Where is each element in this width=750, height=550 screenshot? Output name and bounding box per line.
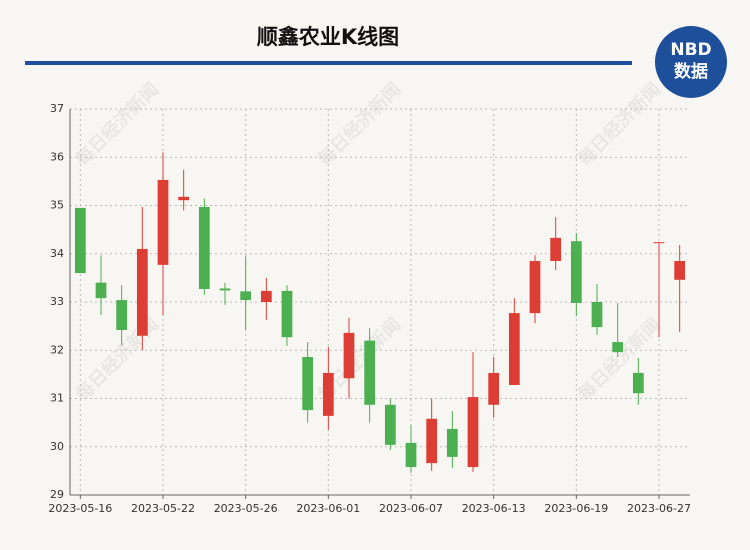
candle-body <box>178 196 190 201</box>
y-tick-label: 36 <box>50 150 64 163</box>
x-tick-label: 2023-05-22 <box>131 502 195 515</box>
candle-body <box>632 372 644 394</box>
logo-label: 数据 <box>674 61 708 82</box>
candle-body <box>384 404 396 445</box>
x-tick-label: 2023-06-27 <box>627 502 691 515</box>
y-tick-label: 33 <box>50 295 64 308</box>
candle-body <box>405 442 417 468</box>
candle-body <box>157 179 169 265</box>
y-tick-label: 29 <box>50 488 64 501</box>
title-rule <box>25 61 632 65</box>
candle-body <box>508 313 520 385</box>
candle-body <box>591 302 603 328</box>
candle-body <box>653 242 665 244</box>
x-tick-label: 2023-06-13 <box>462 502 526 515</box>
candle-body <box>260 290 272 302</box>
candle-body <box>467 397 479 468</box>
candle-body <box>343 332 355 379</box>
candle-body <box>570 241 582 303</box>
candle-body <box>116 300 128 330</box>
candle-body <box>529 260 541 314</box>
candle-body <box>488 372 500 405</box>
y-tick-label: 30 <box>50 440 64 453</box>
candle-body <box>281 290 293 338</box>
candle-body <box>446 428 458 457</box>
candle-body <box>674 260 686 280</box>
candle-body <box>136 248 148 336</box>
candle-body <box>612 342 624 353</box>
candle-body <box>240 291 252 301</box>
x-tick-label: 2023-06-07 <box>379 502 443 515</box>
chart-title: 顺鑫农业K线图 <box>257 25 399 49</box>
x-tick-label: 2023-05-26 <box>214 502 278 515</box>
candle-body <box>322 372 334 416</box>
y-tick-label: 34 <box>50 247 64 260</box>
logo-brand: NBD <box>670 40 711 60</box>
candle-body <box>364 340 376 405</box>
x-tick-label: 2023-06-19 <box>544 502 608 515</box>
candle-body <box>95 282 107 299</box>
candle-body <box>302 357 314 411</box>
y-tick-label: 32 <box>50 343 64 356</box>
candle-body <box>219 288 231 291</box>
logo-badge <box>655 26 727 98</box>
candle-body <box>74 207 86 274</box>
candle-body <box>550 237 562 261</box>
x-tick-label: 2023-05-16 <box>48 502 112 515</box>
candle-body <box>426 418 438 464</box>
y-tick-label: 31 <box>50 392 64 405</box>
candle-body <box>198 206 210 289</box>
y-tick-label: 37 <box>50 102 64 115</box>
y-tick-label: 35 <box>50 199 64 212</box>
x-tick-label: 2023-06-01 <box>296 502 360 515</box>
plot: 29 30 31 32 33 34 35 36 37 2023-05-16 2023-05-22 20… <box>48 102 691 515</box>
